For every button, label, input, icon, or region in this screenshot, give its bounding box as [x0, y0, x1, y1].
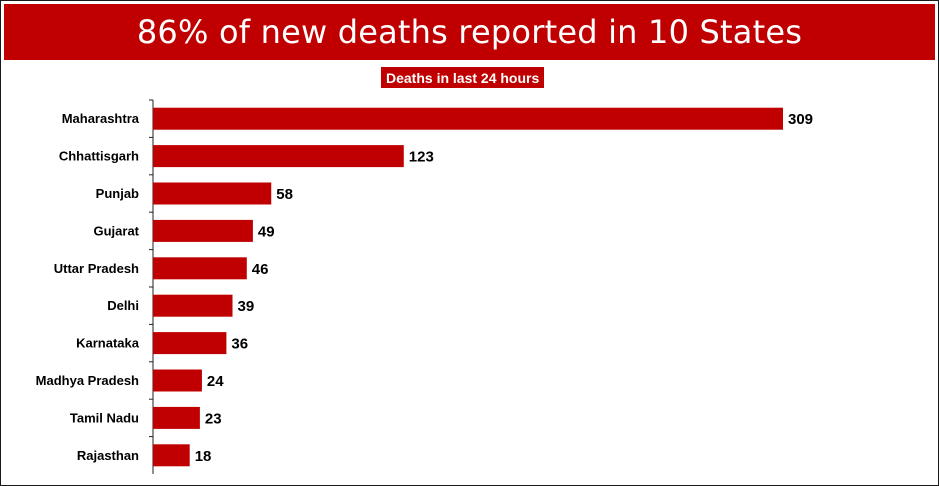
category-label: Rajasthan [77, 448, 139, 463]
bar [153, 257, 247, 280]
bar [153, 145, 404, 168]
bar [153, 294, 233, 317]
category-label: Uttar Pradesh [54, 261, 139, 276]
category-label: Maharashtra [62, 111, 140, 126]
title-banner: 86% of new deaths reported in 10 States [4, 4, 935, 60]
data-label: 18 [195, 448, 212, 465]
bar [153, 332, 227, 355]
page-title: 86% of new deaths reported in 10 States [136, 13, 803, 51]
data-label: 36 [231, 336, 248, 353]
data-label: 24 [207, 373, 224, 390]
category-label: Delhi [107, 298, 139, 313]
chart-subtitle-badge: Deaths in last 24 hours [381, 67, 545, 88]
bar [153, 182, 272, 205]
bar [153, 406, 200, 429]
category-label: Tamil Nadu [70, 410, 139, 425]
data-label: 39 [238, 298, 255, 315]
data-label: 46 [252, 261, 269, 278]
data-label: 58 [276, 186, 293, 203]
category-label: Karnataka [76, 336, 140, 351]
category-label: Chhattisgarh [59, 149, 139, 164]
category-label: Punjab [96, 186, 139, 201]
data-label: 49 [258, 223, 275, 240]
category-label: Madhya Pradesh [36, 373, 139, 388]
category-label: Gujarat [93, 223, 139, 238]
bar [153, 369, 202, 392]
bar [153, 219, 253, 242]
data-label: 123 [409, 149, 434, 166]
data-label: 309 [788, 111, 813, 128]
data-label: 23 [205, 410, 222, 427]
bar [153, 444, 190, 467]
bar [153, 107, 783, 130]
